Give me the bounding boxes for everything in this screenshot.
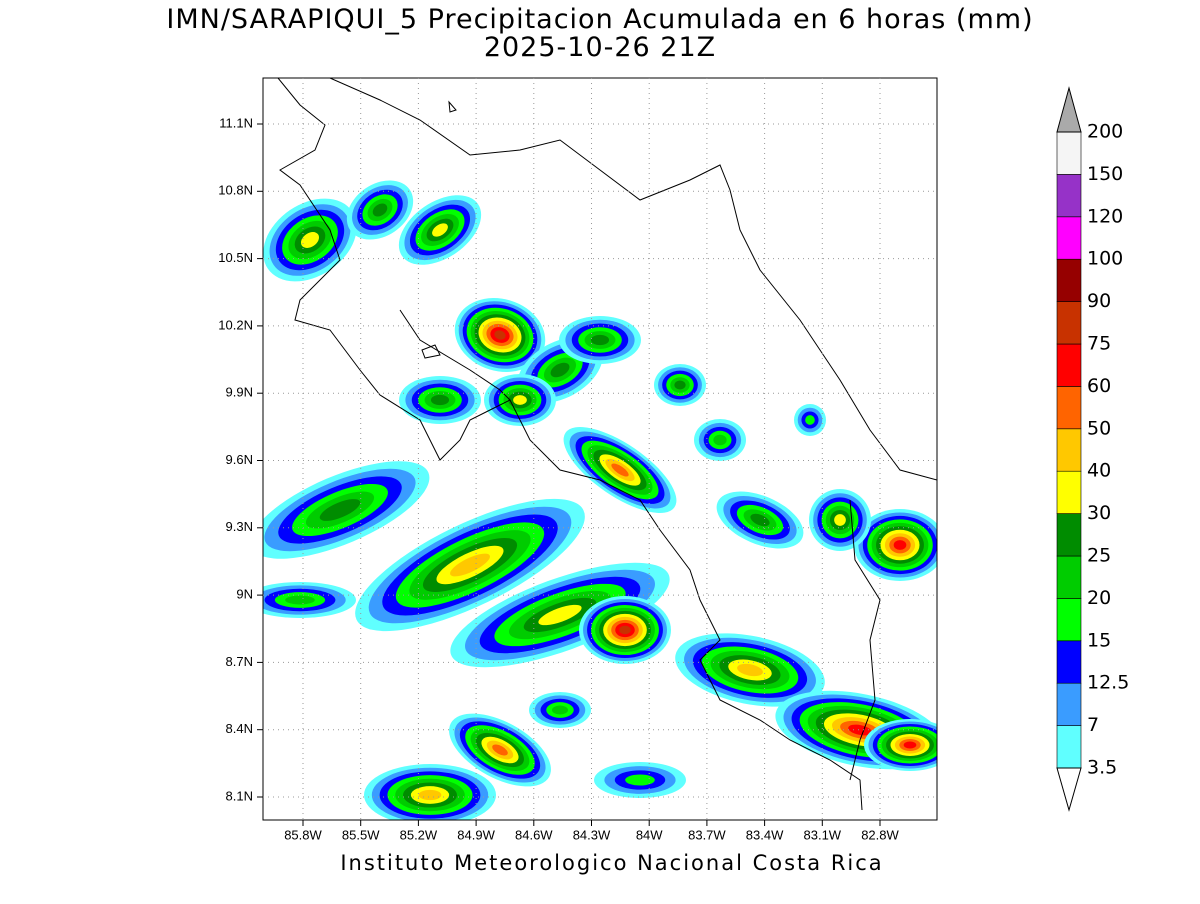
lon-label: 84.9W	[457, 827, 495, 842]
colorbar-label: 7	[1087, 714, 1099, 736]
colorbar-swatch	[1056, 470, 1082, 514]
colorbar-label: 50	[1087, 417, 1111, 439]
lat-label: 10.8N	[218, 183, 253, 198]
lat-label: 10.5N	[218, 250, 253, 265]
lat-label: 9N	[236, 587, 253, 602]
colorbar-swatch	[1056, 386, 1082, 430]
colorbar-swatch	[1056, 343, 1082, 387]
precip-contour	[432, 223, 448, 237]
precip-field	[263, 180, 937, 820]
lon-label: 85.8W	[284, 827, 322, 842]
precip-contour	[903, 741, 917, 749]
precip-contour	[285, 595, 315, 605]
precip-contour	[418, 789, 442, 801]
precip-contour	[300, 232, 320, 248]
colorbar-label: 3.5	[1087, 757, 1117, 779]
precip-contour	[513, 395, 527, 405]
precip-contour	[625, 774, 655, 786]
colorbar-over	[1056, 86, 1082, 133]
lon-label: 85.2W	[400, 827, 438, 842]
colorbar-swatch	[1056, 174, 1082, 218]
lat-label: 8.1N	[226, 788, 253, 803]
colorbar-swatch	[1056, 258, 1082, 302]
lat-label: 9.3N	[226, 519, 253, 534]
colorbar-swatch	[1056, 513, 1082, 557]
colorbar-label: 90	[1087, 290, 1111, 312]
colorbar-label: 12.5	[1087, 672, 1129, 694]
lat-label: 9.9N	[226, 385, 253, 400]
lat-label: 8.7N	[226, 654, 253, 669]
precip-contour	[590, 334, 610, 346]
precip-contour	[538, 604, 582, 626]
precip-contour	[848, 724, 872, 736]
colorbar: 3.5 7 12.5 15 20 25 30 40 50 60 75 90 100 120 150 200	[1056, 86, 1129, 812]
title: IMN/SARAPIQUI_5 Precipitacion Acumulada …	[166, 4, 1033, 35]
colorbar-label: 40	[1087, 460, 1111, 482]
precip-contour	[430, 394, 450, 406]
precip-contour	[551, 705, 569, 715]
colorbar-label: 75	[1087, 333, 1111, 355]
precip-contour	[494, 330, 506, 340]
colorbar-label: 100	[1087, 248, 1123, 270]
precip-contour	[834, 514, 846, 526]
precip-contour	[713, 434, 727, 446]
colorbar-swatch	[1056, 216, 1082, 260]
colorbar-label: 20	[1087, 587, 1111, 609]
colorbar-label: 150	[1087, 163, 1123, 185]
colorbar-swatch	[1056, 301, 1082, 345]
lon-label: 83.1W	[804, 827, 842, 842]
colorbar-swatch	[1056, 725, 1082, 769]
precip-contour	[492, 744, 508, 756]
lon-label: 83.7W	[688, 827, 726, 842]
graticule: 11.1N 10.8N 10.5N 10.2N 9.9N 9.6N 9.3N 9N 8.7N 8.…	[218, 78, 937, 842]
lon-label: 85.5W	[342, 827, 380, 842]
colorbar-label: 25	[1087, 545, 1111, 567]
colorbar-swatch	[1056, 428, 1082, 472]
precip-contour	[372, 203, 388, 217]
precip-contour	[450, 553, 490, 577]
precip-contour	[893, 540, 907, 550]
colorbar-label: 120	[1087, 205, 1123, 227]
colorbar-under	[1056, 767, 1082, 812]
colorbar-swatch	[1056, 640, 1082, 684]
lat-label: 8.4N	[226, 721, 253, 736]
precip-contour	[550, 362, 570, 378]
precip-contour	[319, 499, 361, 521]
lat-label: 9.6N	[226, 452, 253, 467]
colorbar-swatch	[1056, 555, 1082, 599]
lat-label: 11.1N	[219, 115, 253, 130]
colorbar-swatch	[1056, 131, 1082, 175]
colorbar-label: 60	[1087, 375, 1111, 397]
colorbar-label: 15	[1087, 629, 1111, 651]
precip-contour	[611, 463, 629, 477]
colorbar-swatch	[1056, 682, 1082, 726]
colorbar-label: 30	[1087, 502, 1111, 524]
lon-label: 84.6W	[515, 827, 553, 842]
lat-label: 10.2N	[218, 317, 253, 332]
subtitle: 2025-10-26 21Z	[484, 32, 716, 63]
lon-label: 84W	[636, 827, 663, 842]
lon-label: 83.4W	[746, 827, 784, 842]
lon-label: 84.3W	[573, 827, 611, 842]
precip-contour	[805, 415, 815, 425]
map-frame	[262, 77, 938, 821]
precip-contour	[737, 663, 763, 677]
lon-label: 82.8W	[861, 827, 899, 842]
colorbar-label: 200	[1087, 121, 1123, 143]
footer: Instituto Meteorologico Nacional Costa R…	[340, 851, 883, 875]
colorbar-swatch	[1056, 598, 1082, 642]
precip-contour	[619, 625, 631, 635]
precip-contour	[674, 380, 686, 390]
